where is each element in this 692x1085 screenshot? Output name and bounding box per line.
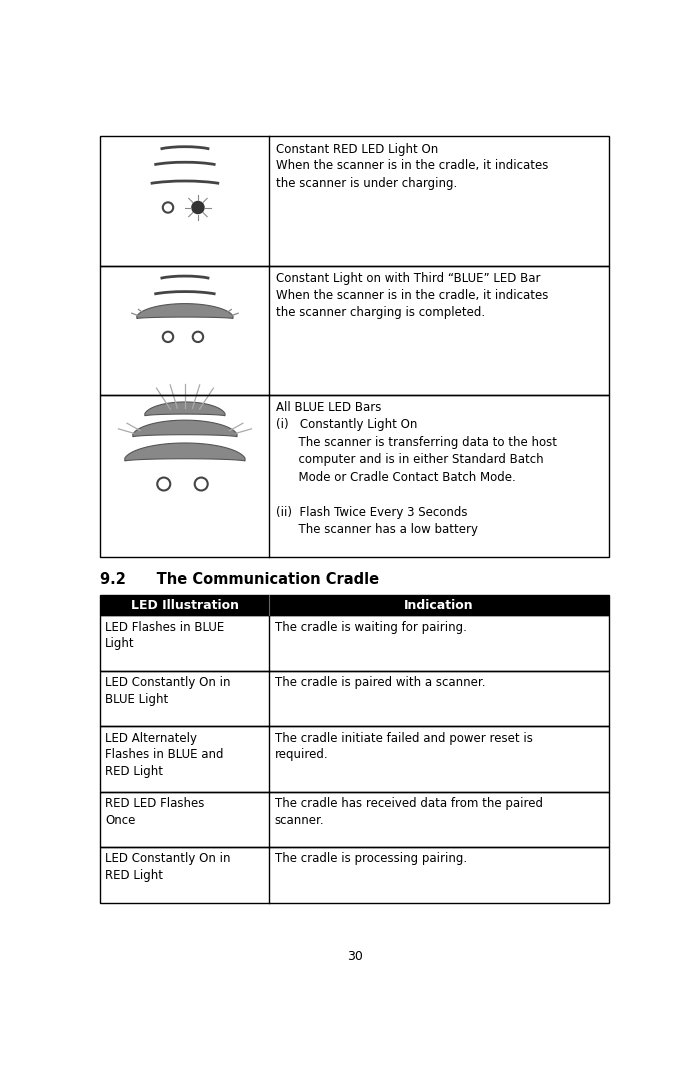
Text: The cradle initiate failed and power reset is
required.: The cradle initiate failed and power res…: [275, 731, 533, 761]
Text: The cradle is processing pairing.: The cradle is processing pairing.: [275, 853, 467, 866]
Text: Indication: Indication: [404, 599, 474, 612]
Text: LED Alternately
Flashes in BLUE and
RED Light: LED Alternately Flashes in BLUE and RED …: [105, 731, 224, 778]
Bar: [100, 596, 609, 615]
Text: All BLUE LED Bars: All BLUE LED Bars: [275, 401, 381, 414]
Text: LED Constantly On in
BLUE Light: LED Constantly On in BLUE Light: [105, 676, 230, 705]
Polygon shape: [133, 420, 237, 436]
Text: Constant Light on with Third “BLUE” LED Bar: Constant Light on with Third “BLUE” LED …: [275, 272, 540, 285]
Text: The cradle has received data from the paired
scanner.: The cradle has received data from the pa…: [275, 797, 543, 827]
Bar: [100, 792, 609, 847]
Text: LED Constantly On in
RED Light: LED Constantly On in RED Light: [105, 853, 230, 882]
Text: (i)   Constantly Light On
      The scanner is transferring data to the host
   : (i) Constantly Light On The scanner is t…: [275, 418, 556, 536]
Bar: [100, 671, 609, 726]
Bar: [100, 847, 609, 903]
Text: When the scanner is in the cradle, it indicates
the scanner is under charging.: When the scanner is in the cradle, it in…: [275, 159, 548, 190]
Text: LED Illustration: LED Illustration: [131, 599, 239, 612]
Bar: [100, 266, 609, 395]
Bar: [100, 395, 609, 557]
Text: RED LED Flashes
Once: RED LED Flashes Once: [105, 797, 204, 827]
Text: 30: 30: [347, 950, 363, 963]
Text: The cradle is paired with a scanner.: The cradle is paired with a scanner.: [275, 676, 485, 689]
Bar: [100, 726, 609, 792]
Text: 9.2      The Communication Cradle: 9.2 The Communication Cradle: [100, 572, 380, 587]
Text: Constant RED LED Light On: Constant RED LED Light On: [275, 142, 438, 155]
Text: When the scanner is in the cradle, it indicates
the scanner charging is complete: When the scanner is in the cradle, it in…: [275, 289, 548, 319]
Bar: [100, 137, 609, 266]
Polygon shape: [125, 443, 245, 461]
Circle shape: [192, 202, 203, 213]
Text: The cradle is waiting for pairing.: The cradle is waiting for pairing.: [275, 621, 466, 634]
Polygon shape: [137, 304, 233, 319]
Polygon shape: [145, 401, 225, 416]
Text: LED Flashes in BLUE
Light: LED Flashes in BLUE Light: [105, 621, 224, 650]
Bar: [100, 615, 609, 671]
